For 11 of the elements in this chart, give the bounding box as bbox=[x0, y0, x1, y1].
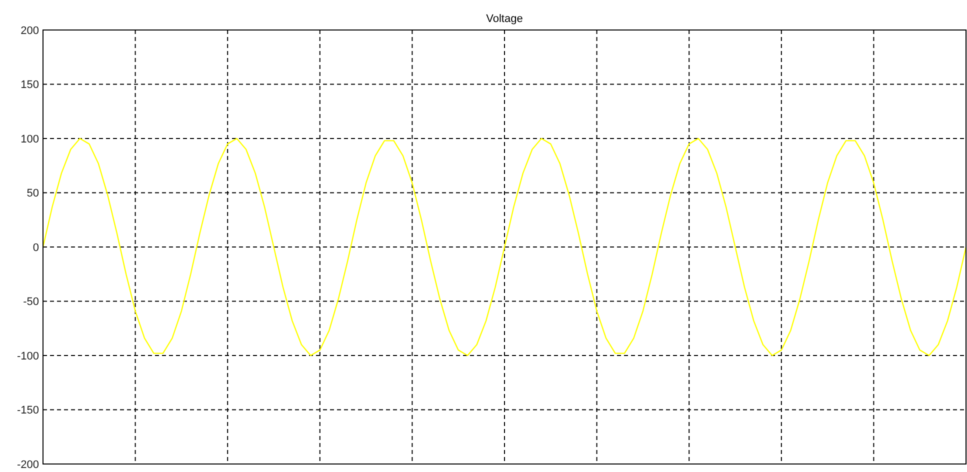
chart-title: Voltage bbox=[486, 13, 523, 25]
y-tick-label: 0 bbox=[32, 242, 39, 254]
y-tick-label: -150 bbox=[16, 404, 39, 417]
y-tick-label: 200 bbox=[20, 24, 39, 37]
line-series bbox=[42, 138, 967, 356]
y-tick-label: 100 bbox=[20, 133, 39, 146]
y-tick-label: -50 bbox=[23, 296, 39, 308]
y-tick-label: 150 bbox=[20, 79, 39, 92]
y-tick-label: -200 bbox=[16, 458, 39, 471]
y-tick-label: 50 bbox=[26, 188, 39, 200]
y-tick-label: -100 bbox=[16, 350, 39, 362]
